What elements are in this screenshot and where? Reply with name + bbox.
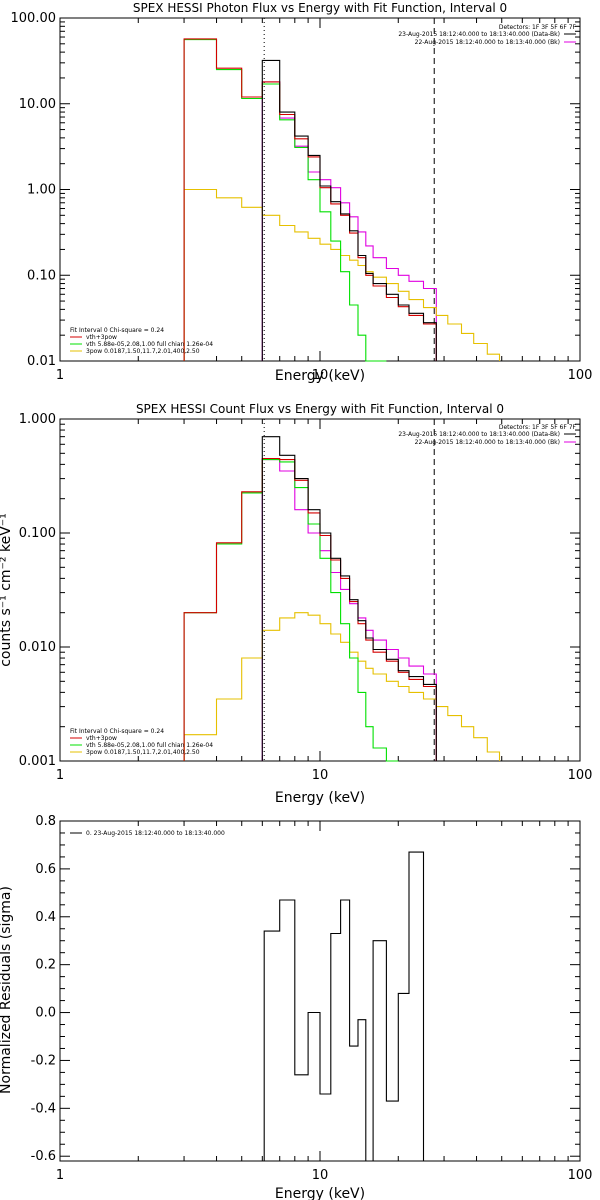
header-block: Detectors: 1F 3F 5F 6F 7F 23-Aug-2015 18…	[398, 24, 576, 46]
x-tick-label: 10	[312, 1168, 329, 1183]
y-tick-label: 0.01	[27, 354, 56, 369]
series-total	[183, 38, 437, 361]
chart-title: SPEX HESSI Count Flux vs Energy with Fit…	[136, 402, 504, 416]
legend-thermal: vth 5.88e-05,2.08,1.00 full chian 1.26e-…	[86, 341, 213, 348]
legend-fit-interval: Fit Interval 0 Chi-square = 0.24	[70, 327, 164, 334]
header-bk-interval: 22-Aug-2015 18:12:40.000 to 18:13:40.000…	[415, 439, 560, 446]
photon-flux-panel: SPEX HESSI Photon Flux vs Energy with Fi…	[11, 1, 593, 384]
y-ticks: -0.6 -0.4 -0.2 0.0 0.2 0.4 0.6 0.8	[31, 814, 580, 1164]
count-flux-panel: SPEX HESSI Count Flux vs Energy with Fit…	[0, 402, 592, 806]
series-group	[263, 851, 437, 1162]
series-thermal	[183, 39, 387, 362]
y-tick-label: 0.100	[19, 526, 56, 541]
x-ticks: 1 10 100	[56, 419, 593, 783]
legend-block: Fit Interval 0 Chi-square = 0.24 vth+3po…	[70, 327, 213, 355]
series-background	[261, 459, 437, 761]
legend-total: vth+3pow	[86, 334, 117, 341]
series-data	[263, 851, 437, 1162]
plot-frame	[59, 820, 581, 1162]
x-tick-label: 1	[56, 1168, 64, 1183]
x-tick-label: 100	[568, 368, 593, 383]
y-tick-label: 0.0	[35, 1006, 56, 1021]
x-tick-label: 100	[568, 768, 593, 783]
chart-title: SPEX HESSI Photon Flux vs Energy with Fi…	[133, 1, 507, 15]
series-group	[183, 38, 501, 362]
y-tick-label: 0.2	[35, 958, 56, 973]
y-tick-label: 0.010	[19, 640, 56, 655]
legend-thermal: vth 5.88e-05,2.08,1.00 full chian 1.26e-…	[86, 742, 213, 749]
fit-range-lines	[263, 18, 435, 361]
x-axis-label: Energy (keV)	[275, 790, 365, 806]
y-tick-label: 10.00	[19, 97, 56, 112]
plot-frame	[59, 418, 581, 762]
x-axis-label: Energy (keV)	[275, 368, 365, 384]
x-axis-label: Energy (keV)	[275, 1186, 365, 1200]
x-tick-label: 10	[312, 368, 329, 383]
legend-total: vth+3pow	[86, 735, 117, 742]
y-tick-label: -0.2	[31, 1053, 56, 1068]
series-background	[261, 81, 437, 361]
fit-range-lines	[263, 419, 435, 761]
y-axis-label: counts s⁻¹ cm⁻² keV⁻¹	[0, 513, 14, 667]
y-tick-label: 1.00	[27, 183, 56, 198]
y-tick-label: 0.4	[35, 910, 56, 925]
x-ticks: 1 10 100	[56, 821, 593, 1183]
legend-powerlaw: 3pow 0.0187,1.50,11.7,2.01,400,2.50	[86, 348, 200, 355]
y-ticks: 0.001 0.010 0.100 1.000	[19, 412, 580, 769]
y-tick-label: 0.8	[35, 814, 56, 829]
residuals-panel: -0.6 -0.4 -0.2 0.0 0.2 0.4 0.6 0.8 1 10 100 0. 23…	[0, 814, 592, 1200]
header-bk-interval: 22-Aug-2015 18:12:40.000 to 18:13:40.000…	[415, 39, 560, 46]
x-ticks: 1 10 100	[56, 18, 593, 383]
series-data	[261, 59, 437, 361]
series-group	[183, 436, 501, 762]
legend-fit-interval: Fit Interval 0 Chi-square = 0.24	[70, 728, 164, 735]
x-tick-label: 100	[568, 1168, 593, 1183]
y-tick-label: 0.10	[27, 268, 56, 283]
series-powerlaw	[183, 612, 501, 761]
series-data	[261, 436, 437, 761]
legend-block: Fit Interval 0 Chi-square = 0.24 vth+3po…	[70, 728, 213, 756]
y-tick-label: -0.4	[31, 1101, 56, 1116]
header-detectors: Detectors: 1F 3F 5F 6F 7F	[499, 424, 577, 431]
y-tick-label: -0.6	[31, 1149, 56, 1164]
header-data-interval: 23-Aug-2015 18:12:40.000 to 18:13:40.000…	[398, 31, 560, 38]
y-tick-label: 0.6	[35, 862, 56, 877]
y-ticks: 0.01 0.10 1.00 10.00 100.00	[11, 11, 580, 369]
legend-residual-interval: 0. 23-Aug-2015 18:12:40.000 to 18:13:40.…	[86, 830, 225, 837]
y-axis-label: Normalized Residuals (sigma)	[0, 886, 14, 1094]
y-tick-label: 1.000	[19, 412, 56, 427]
y-tick-label: 0.001	[19, 754, 56, 769]
x-tick-label: 10	[312, 768, 329, 783]
series-powerlaw	[183, 188, 501, 361]
y-tick-label: 100.00	[11, 11, 57, 26]
series-total	[183, 457, 437, 761]
legend-block: 0. 23-Aug-2015 18:12:40.000 to 18:13:40.…	[70, 830, 225, 837]
header-block: Detectors: 1F 3F 5F 6F 7F 23-Aug-2015 18…	[398, 424, 576, 446]
legend-powerlaw: 3pow 0.0187,1.50,11.7,2.01,400,2.50	[86, 749, 200, 756]
x-tick-label: 1	[56, 368, 64, 383]
header-data-interval: 23-Aug-2015 18:12:40.000 to 18:13:40.000…	[398, 431, 560, 438]
header-detectors: Detectors: 1F 3F 5F 6F 7F	[499, 24, 577, 31]
x-tick-label: 1	[56, 768, 64, 783]
